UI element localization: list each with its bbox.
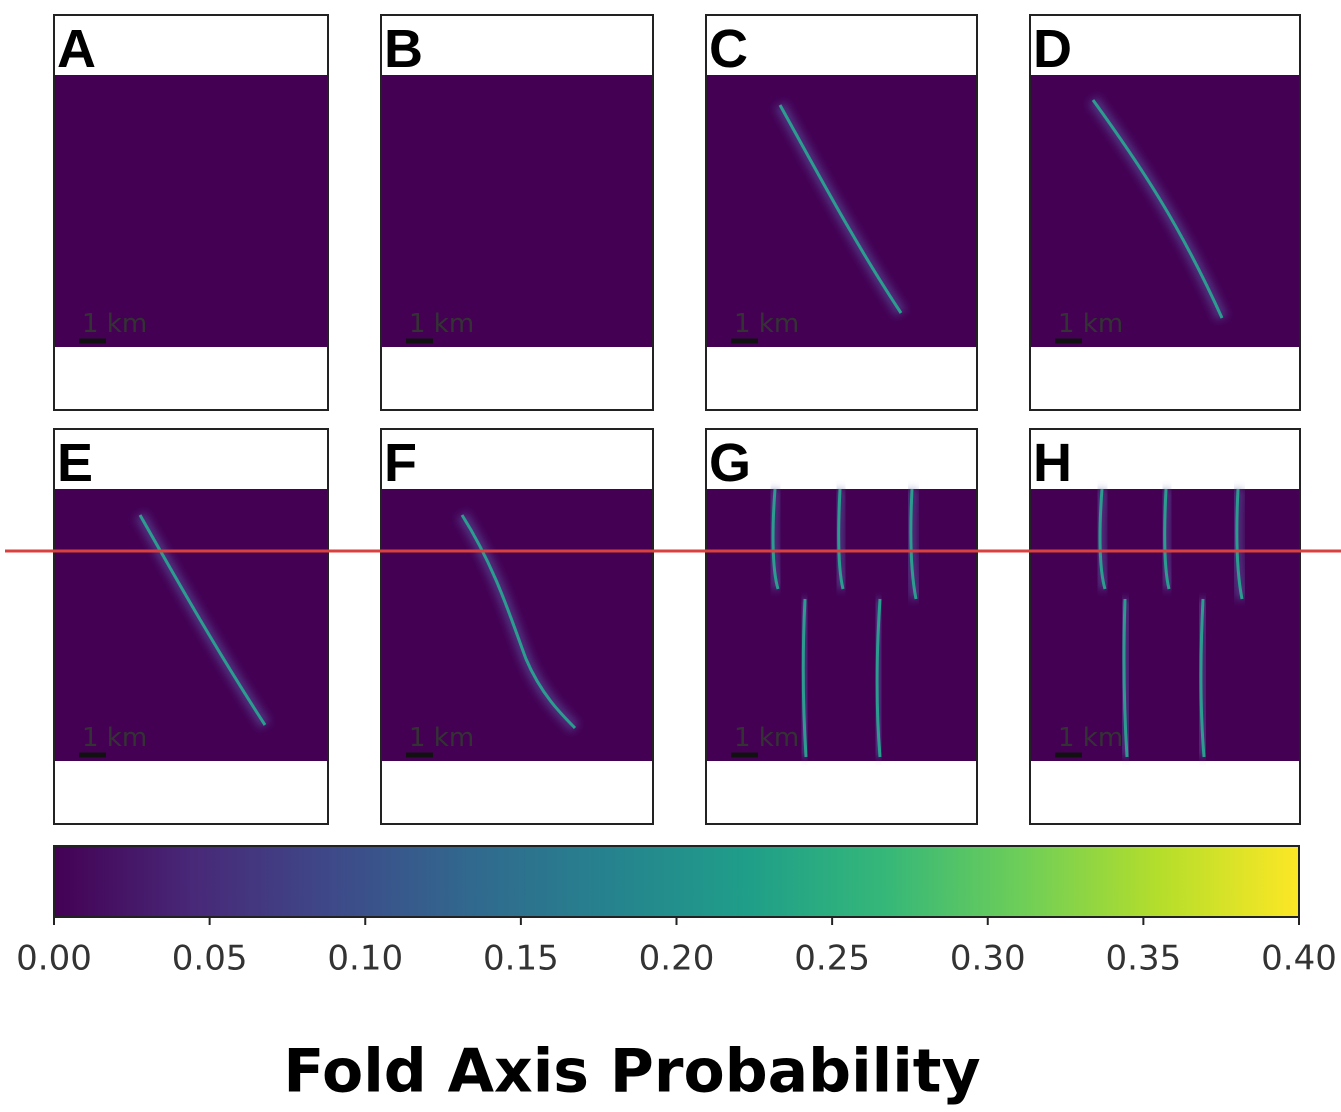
panel-label: B — [384, 19, 423, 79]
fold-trace — [801, 598, 808, 758]
scale-label: 1 km — [1058, 309, 1123, 339]
panel: B 1 km — [380, 14, 654, 411]
scale-label: 1 km — [734, 309, 799, 339]
panel: D 1 km — [1029, 14, 1301, 411]
colorbar — [53, 845, 1300, 918]
panel: A 1 km — [53, 14, 329, 411]
colorbar-tick-label: 0.05 — [172, 939, 248, 979]
fold-trace — [1163, 488, 1171, 590]
fold-trace — [909, 488, 918, 600]
colorbar-tick-label: 0.00 — [16, 939, 92, 979]
panel: F 1 km — [380, 428, 654, 825]
fold-trace — [875, 598, 882, 758]
colorbar-tick-label: 0.20 — [639, 939, 715, 979]
fold-trace — [1122, 598, 1129, 758]
heatmap-image — [55, 75, 327, 347]
colorbar-tick-label: 0.25 — [794, 939, 870, 979]
colorbar-tick-label: 0.10 — [327, 939, 403, 979]
scale-label: 1 km — [409, 723, 474, 753]
scale-label: 1 km — [82, 309, 147, 339]
scale-label: 1 km — [1058, 723, 1123, 753]
panel-label: G — [709, 433, 751, 493]
scale-label: 1 km — [409, 309, 474, 339]
panel: C 1 km — [705, 14, 978, 411]
colorbar-tick-label: 0.35 — [1106, 939, 1182, 979]
fold-trace — [837, 488, 845, 590]
panel: H 1 km — [1029, 428, 1301, 825]
colorbar-tick-label: 0.30 — [950, 939, 1026, 979]
fold-trace — [771, 488, 780, 590]
fold-trace — [138, 514, 267, 726]
panel-label: H — [1033, 433, 1072, 493]
chart-title: Fold Axis Probability — [283, 1037, 980, 1107]
panel-label: E — [57, 433, 93, 493]
fold-trace — [460, 514, 577, 730]
heatmap-image — [55, 489, 327, 761]
fold-trace — [1199, 598, 1206, 758]
scale-label: 1 km — [82, 723, 147, 753]
panel-label: D — [1033, 19, 1072, 79]
fold-trace — [1098, 488, 1107, 590]
fold-trace — [1235, 488, 1244, 600]
panel-label: C — [709, 19, 748, 79]
panel-label: A — [57, 19, 96, 79]
colorbar-tick-label: 0.15 — [483, 939, 559, 979]
fold-trace — [778, 104, 903, 314]
panel: G 1 km — [705, 428, 978, 825]
colorbar-tick-label: 0.40 — [1261, 939, 1337, 979]
panel: E 1 km — [53, 428, 329, 825]
scale-label: 1 km — [734, 723, 799, 753]
panel-label: F — [384, 433, 417, 493]
heatmap-image — [382, 75, 652, 347]
fold-trace — [1091, 99, 1224, 319]
